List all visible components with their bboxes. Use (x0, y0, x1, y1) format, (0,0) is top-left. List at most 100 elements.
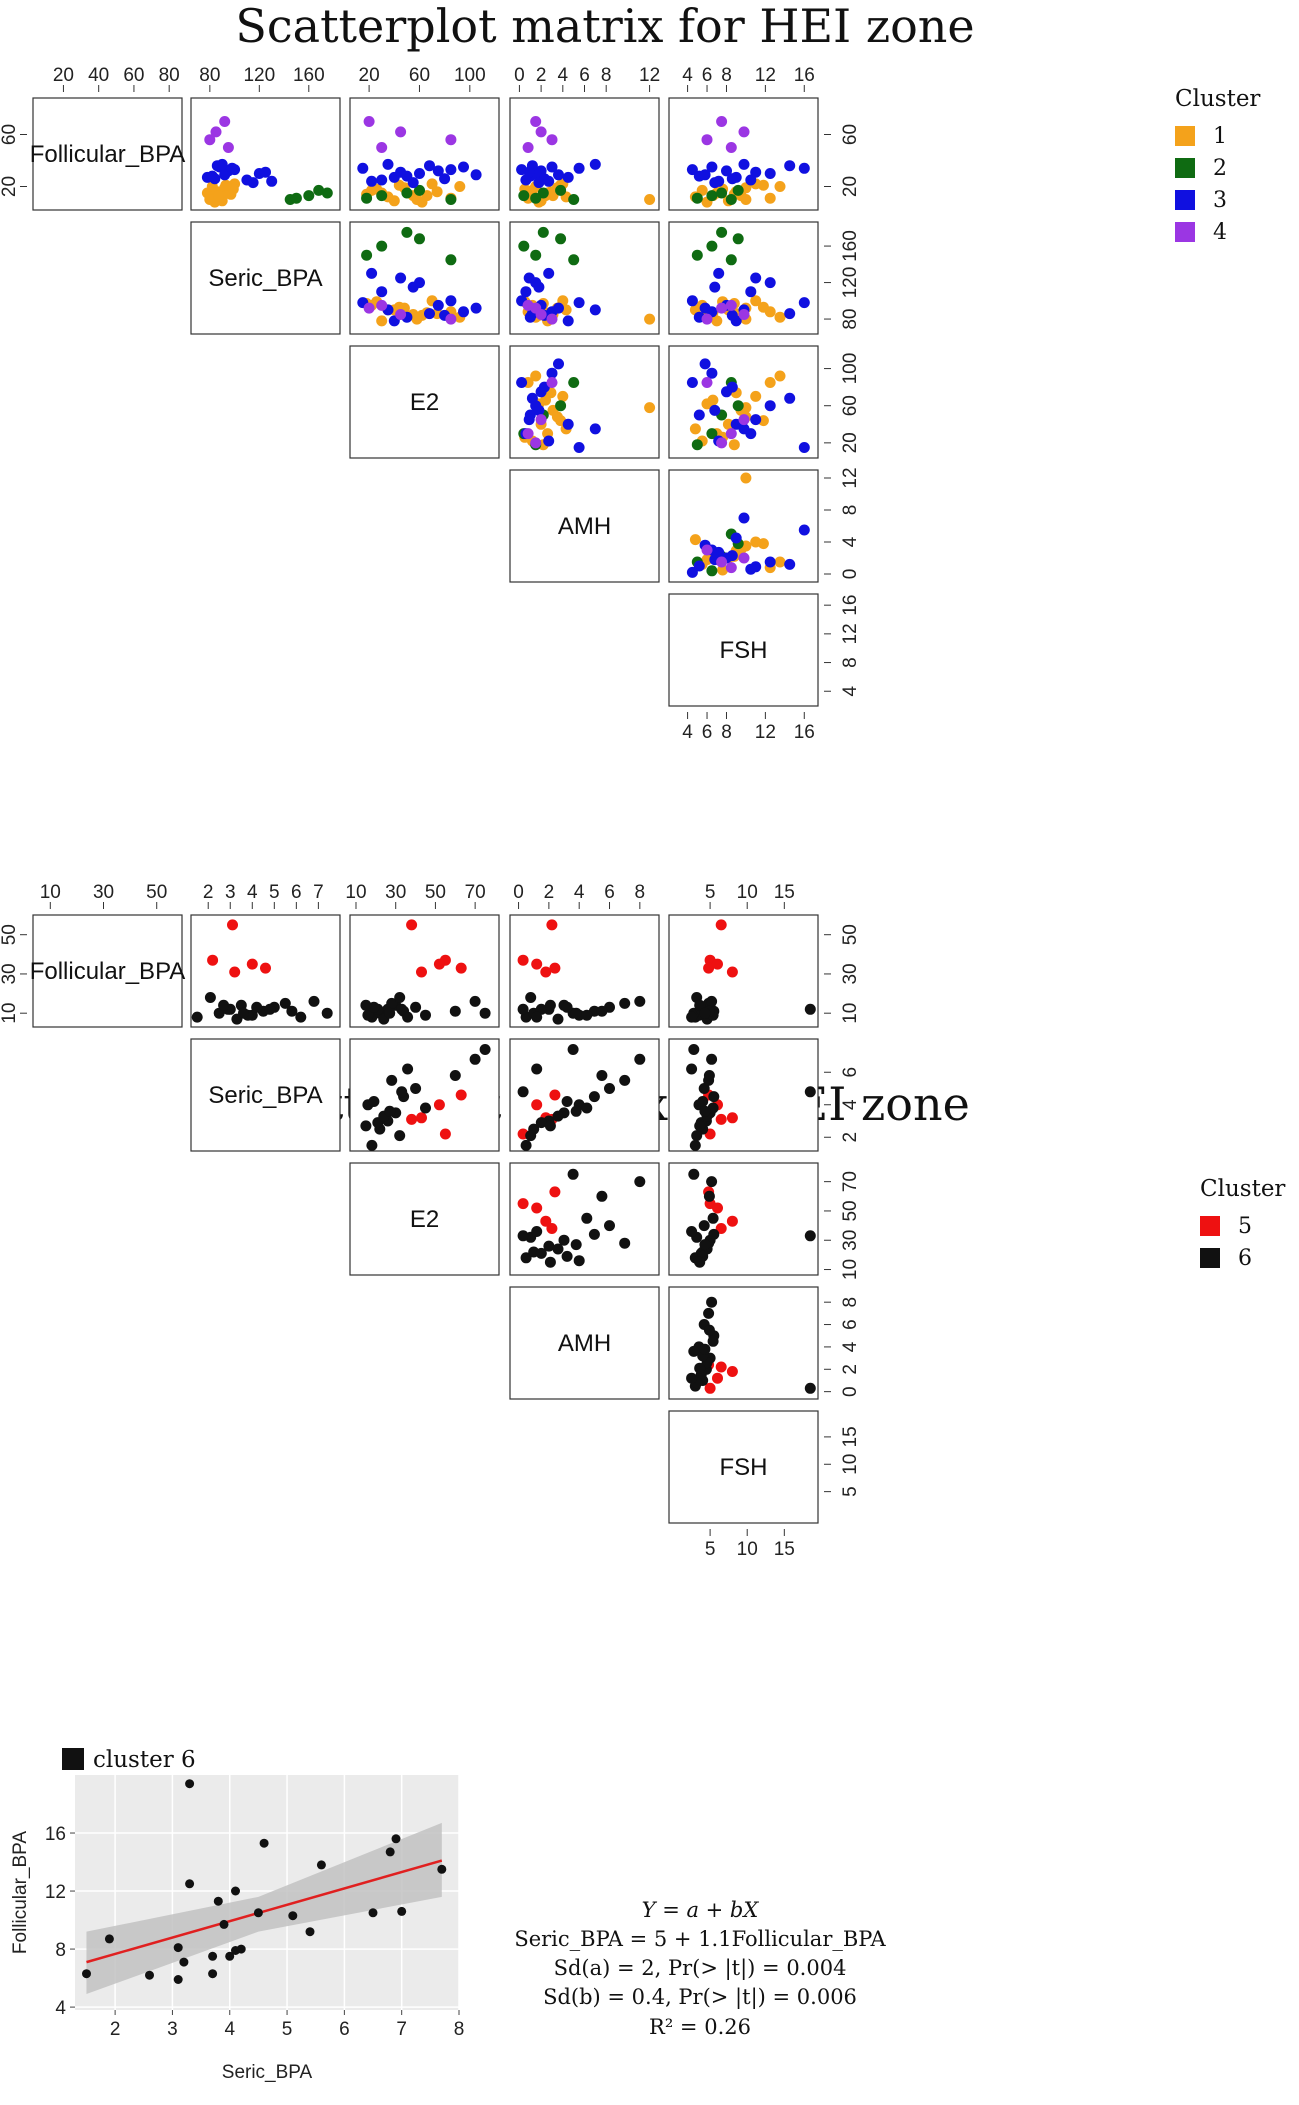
point-cluster3-seric_bpa-vs-fsh (709, 281, 721, 293)
top-tick-label-amh: 4 (574, 882, 585, 903)
point-cluster2-seric_bpa-vs-fsh (725, 254, 737, 266)
point-cluster4-follicular_bpa-vs-fsh (716, 116, 728, 127)
legend-swatch-3 (1175, 190, 1195, 210)
point-cluster1-e2-vs-amh (530, 370, 542, 382)
point-cluster6-seric_bpa-vs-amh (535, 1117, 547, 1129)
point-cluster3-seric_bpa-vs-e2 (470, 302, 482, 314)
point-cluster2-follicular_bpa-vs-e2 (401, 187, 413, 199)
panel-frame (509, 1286, 660, 1400)
point-cluster5-amh-vs-fsh (715, 1361, 727, 1373)
point-cluster6-e2-vs-amh (619, 1237, 631, 1249)
panel-e2-fsh (668, 345, 819, 459)
point-cluster1-follicular_bpa-vs-e2 (393, 179, 405, 191)
point-cluster6-amh-vs-fsh (688, 1345, 700, 1357)
point-cluster4-e2-vs-fsh (716, 437, 728, 449)
point-cluster6-amh-vs-fsh (707, 1335, 719, 1347)
right-tick-label-amh: 12 (840, 467, 861, 488)
inset-data-point (236, 1944, 246, 1954)
point-cluster3-amh-vs-fsh (738, 512, 750, 524)
right-tick-label-amh: 4 (840, 536, 861, 547)
top-tick-label-seric_bpa: 7 (313, 882, 324, 903)
point-cluster5-follicular_bpa-vs-seric_bpa (229, 966, 241, 978)
left-tick-label-follicular_bpa: 10 (0, 1003, 20, 1024)
point-cluster2-seric_bpa-vs-amh (537, 226, 549, 238)
point-cluster6-follicular_bpa-vs-e2 (469, 995, 481, 1007)
top-tick-label-fsh: 8 (721, 65, 732, 86)
panel-follicular_bpa-follicular_bpa: Follicular_BPA (30, 914, 185, 1028)
equation-line-3: Sd(a) = 2, Pr(> |t|) = 0.004 (554, 1956, 847, 1981)
point-cluster3-seric_bpa-vs-e2 (424, 308, 435, 320)
point-cluster6-follicular_bpa-vs-amh (596, 1005, 608, 1017)
point-cluster4-amh-vs-fsh (701, 544, 713, 556)
point-cluster3-e2-vs-amh (573, 442, 585, 453)
point-cluster4-follicular_bpa-vs-fsh (725, 142, 737, 153)
right-tick-label-e2: 70 (840, 1171, 861, 1192)
point-cluster6-follicular_bpa-vs-seric_bpa (238, 1007, 249, 1019)
legend-label-1: 1 (1213, 124, 1227, 149)
point-cluster5-seric_bpa-vs-amh (549, 1089, 561, 1101)
point-cluster3-follicular_bpa-vs-e2 (366, 175, 378, 187)
inset-regression-line (86, 1859, 443, 1964)
panel-seric_bpa-e2 (349, 221, 500, 335)
point-cluster3-follicular_bpa-vs-amh (546, 161, 558, 173)
right-tick-label-e2: 100 (840, 353, 861, 385)
bottom-tick-label-fsh: 16 (794, 722, 815, 743)
inset-data-point (173, 1943, 183, 1953)
top-tick-label-seric_bpa: 80 (199, 65, 220, 86)
point-cluster4-seric_bpa-vs-e2 (445, 313, 457, 325)
point-cluster3-follicular_bpa-vs-amh (573, 162, 585, 174)
point-cluster2-seric_bpa-vs-amh (555, 233, 567, 245)
point-cluster3-follicular_bpa-vs-seric_bpa (219, 169, 231, 181)
legend-label-5: 5 (1238, 1214, 1252, 1239)
point-cluster6-follicular_bpa-vs-amh (561, 1001, 573, 1013)
point-cluster3-follicular_bpa-vs-seric_bpa (216, 158, 228, 170)
point-cluster5-e2-vs-amh (549, 1186, 561, 1198)
point-cluster4-seric_bpa-vs-amh (535, 309, 547, 320)
point-cluster6-seric_bpa-vs-fsh (698, 1083, 710, 1094)
point-cluster6-seric_bpa-vs-e2 (449, 1070, 461, 1081)
top-tick-label-follicular_bpa: 10 (40, 882, 61, 903)
point-cluster4-follicular_bpa-vs-amh (546, 134, 558, 146)
point-cluster3-amh-vs-fsh (693, 560, 705, 572)
point-cluster6-follicular_bpa-vs-e2 (420, 1009, 431, 1021)
panel-amh-fsh (668, 469, 819, 583)
point-cluster5-seric_bpa-vs-amh (531, 1099, 543, 1111)
point-cluster6-follicular_bpa-vs-fsh (706, 995, 718, 1007)
point-cluster3-follicular_bpa-vs-fsh (709, 177, 721, 189)
point-cluster1-e2-vs-fsh (774, 370, 786, 382)
point-cluster3-seric_bpa-vs-e2 (458, 306, 469, 318)
point-cluster3-follicular_bpa-vs-fsh (726, 173, 738, 185)
point-cluster6-e2-vs-fsh (703, 1190, 715, 1202)
point-cluster6-follicular_bpa-vs-seric_bpa (204, 992, 216, 1003)
point-cluster2-follicular_bpa-vs-fsh (725, 194, 737, 205)
point-cluster6-follicular_bpa-vs-seric_bpa (308, 995, 320, 1007)
inset-data-point (397, 1906, 407, 1916)
point-cluster6-seric_bpa-vs-e2 (402, 1063, 414, 1075)
inset-x-tick-label: 3 (167, 2019, 178, 2040)
inset-y-tick-label: 8 (55, 1940, 66, 1961)
top-tick-label-amh: 4 (558, 65, 569, 86)
point-cluster4-seric_bpa-vs-fsh (738, 309, 750, 320)
point-cluster2-seric_bpa-vs-amh (568, 254, 580, 266)
equation-line-5: R² = 0.26 (649, 2015, 751, 2039)
legend-swatch-5 (1200, 1216, 1220, 1236)
right-tick-label-seric_bpa: 160 (840, 230, 861, 262)
point-cluster3-follicular_bpa-vs-fsh (721, 165, 732, 177)
point-cluster4-amh-vs-fsh (738, 552, 750, 564)
point-cluster1-amh-vs-fsh (774, 556, 786, 568)
point-cluster2-seric_bpa-vs-e2 (445, 254, 457, 266)
point-cluster6-follicular_bpa-vs-e2 (402, 1011, 414, 1023)
point-cluster4-amh-vs-fsh (716, 556, 728, 568)
point-cluster3-seric_bpa-vs-amh (553, 302, 564, 314)
top-tick-label-follicular_bpa: 50 (146, 882, 167, 903)
inset-title: cluster 6 (93, 1747, 196, 1773)
point-cluster6-seric_bpa-vs-amh (520, 1139, 532, 1151)
point-cluster1-seric_bpa-vs-amh (644, 313, 656, 325)
point-cluster4-follicular_bpa-vs-e2 (363, 116, 375, 127)
point-cluster6-follicular_bpa-vs-fsh (694, 999, 706, 1011)
point-cluster5-follicular_bpa-vs-e2 (416, 966, 427, 978)
equation-line-4: Sd(b) = 0.4, Pr(> |t|) = 0.006 (543, 1985, 857, 2010)
point-cluster3-amh-vs-fsh (784, 558, 796, 570)
panel-frame (349, 1162, 500, 1276)
